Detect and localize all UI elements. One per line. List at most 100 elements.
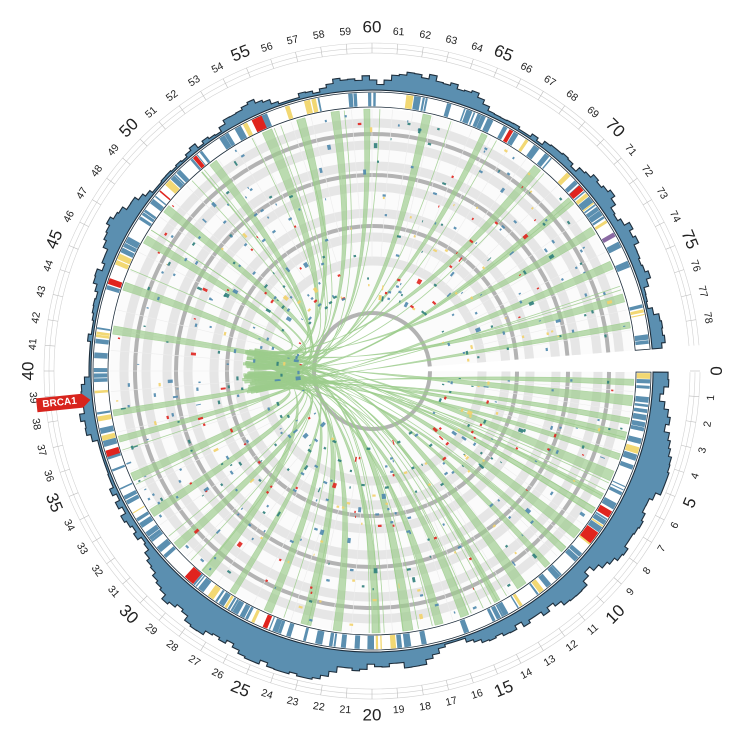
track-mark <box>521 335 525 339</box>
track-mark <box>512 156 515 160</box>
track-mark <box>434 603 440 607</box>
track-mark <box>217 350 221 354</box>
track-mark <box>265 579 269 583</box>
band-segment <box>193 573 204 586</box>
band-segment <box>165 179 180 194</box>
track-mark <box>289 539 295 544</box>
band-segment <box>564 180 578 193</box>
track-mark <box>363 169 367 175</box>
tick-label: 13 <box>542 653 558 669</box>
band-segment <box>143 209 157 220</box>
track-mark <box>295 419 298 422</box>
track-mark <box>529 190 533 194</box>
track-mark <box>319 529 325 536</box>
track-mark <box>509 250 515 256</box>
tick-label: 62 <box>418 28 432 42</box>
tick-label: 57 <box>286 33 300 47</box>
track-mark <box>411 577 416 583</box>
track-mark <box>208 567 212 571</box>
track-mark <box>518 292 522 295</box>
tick-mark <box>178 105 186 114</box>
track-mark <box>287 357 290 359</box>
track-mark <box>453 203 455 207</box>
track-mark <box>306 293 310 297</box>
tick-mark <box>345 43 348 55</box>
band-segment <box>106 285 121 294</box>
track-mark <box>495 411 499 416</box>
track-mark <box>438 435 444 441</box>
track-mark <box>437 127 440 131</box>
track-mark <box>361 585 365 588</box>
track-mark <box>202 218 207 223</box>
track-mark <box>470 344 474 350</box>
tick-label: 1 <box>705 394 717 401</box>
track-mark <box>444 248 449 253</box>
track-mark <box>465 350 469 355</box>
track-mark <box>433 283 438 287</box>
tick-mark <box>655 221 665 227</box>
track-mark <box>469 239 474 244</box>
track-mark <box>366 447 371 450</box>
tick-mark <box>674 468 685 473</box>
track-mark <box>257 460 261 464</box>
tick-mark <box>681 444 692 448</box>
track-mark <box>328 562 330 565</box>
band-segment <box>219 135 232 150</box>
tick-mark <box>445 680 449 691</box>
track-mark <box>414 433 419 438</box>
tick-label: 46 <box>61 209 77 225</box>
track-mark <box>466 410 473 416</box>
tick-mark <box>320 46 323 57</box>
track-mark <box>479 293 483 296</box>
track-mark <box>471 217 475 221</box>
tick-label: 70 <box>602 114 629 141</box>
track-mark <box>185 544 190 549</box>
track-mark <box>298 605 303 609</box>
band-segment <box>97 414 112 422</box>
band-segment <box>592 513 607 525</box>
band-segment <box>145 524 160 537</box>
track-mark <box>421 463 424 467</box>
track-mark <box>432 191 438 196</box>
tick-mark <box>688 395 700 398</box>
track-mark <box>463 454 467 458</box>
track-mark <box>518 316 521 319</box>
track-mark <box>267 407 271 411</box>
tick-label: 8 <box>640 565 653 577</box>
tick-label: 69 <box>584 104 601 121</box>
tick-label: 20 <box>363 706 382 725</box>
track-mark <box>413 235 416 238</box>
track-mark <box>249 187 253 192</box>
track-mark <box>229 233 233 238</box>
band-segment <box>630 424 645 432</box>
track-mark <box>462 351 466 355</box>
band-segment <box>286 622 295 638</box>
track-mark <box>295 376 301 381</box>
track-mark <box>130 445 134 450</box>
radial-grid-line <box>217 461 307 584</box>
track-mark <box>429 555 432 558</box>
band-segment <box>565 548 579 562</box>
band-segment <box>303 99 313 115</box>
track-mark <box>201 494 205 497</box>
band-segment <box>96 331 110 336</box>
link-strand <box>255 110 352 394</box>
track-mark <box>525 489 528 492</box>
tick-mark <box>613 157 622 165</box>
band-segment <box>588 210 603 223</box>
track-mark <box>347 537 351 544</box>
light-ring <box>162 161 582 581</box>
track-mark <box>551 389 554 392</box>
track-mark <box>467 423 471 428</box>
band-segment <box>232 600 245 615</box>
radial-grid-line <box>234 147 314 276</box>
band-segment <box>159 190 171 201</box>
track-mark <box>490 456 494 460</box>
band-segment <box>612 480 626 488</box>
track-mark <box>524 507 532 514</box>
tick-mark <box>596 595 605 604</box>
track-mark <box>534 460 538 463</box>
track-mark <box>408 431 413 435</box>
tick-label: 18 <box>418 700 432 714</box>
track-mark <box>583 271 586 274</box>
